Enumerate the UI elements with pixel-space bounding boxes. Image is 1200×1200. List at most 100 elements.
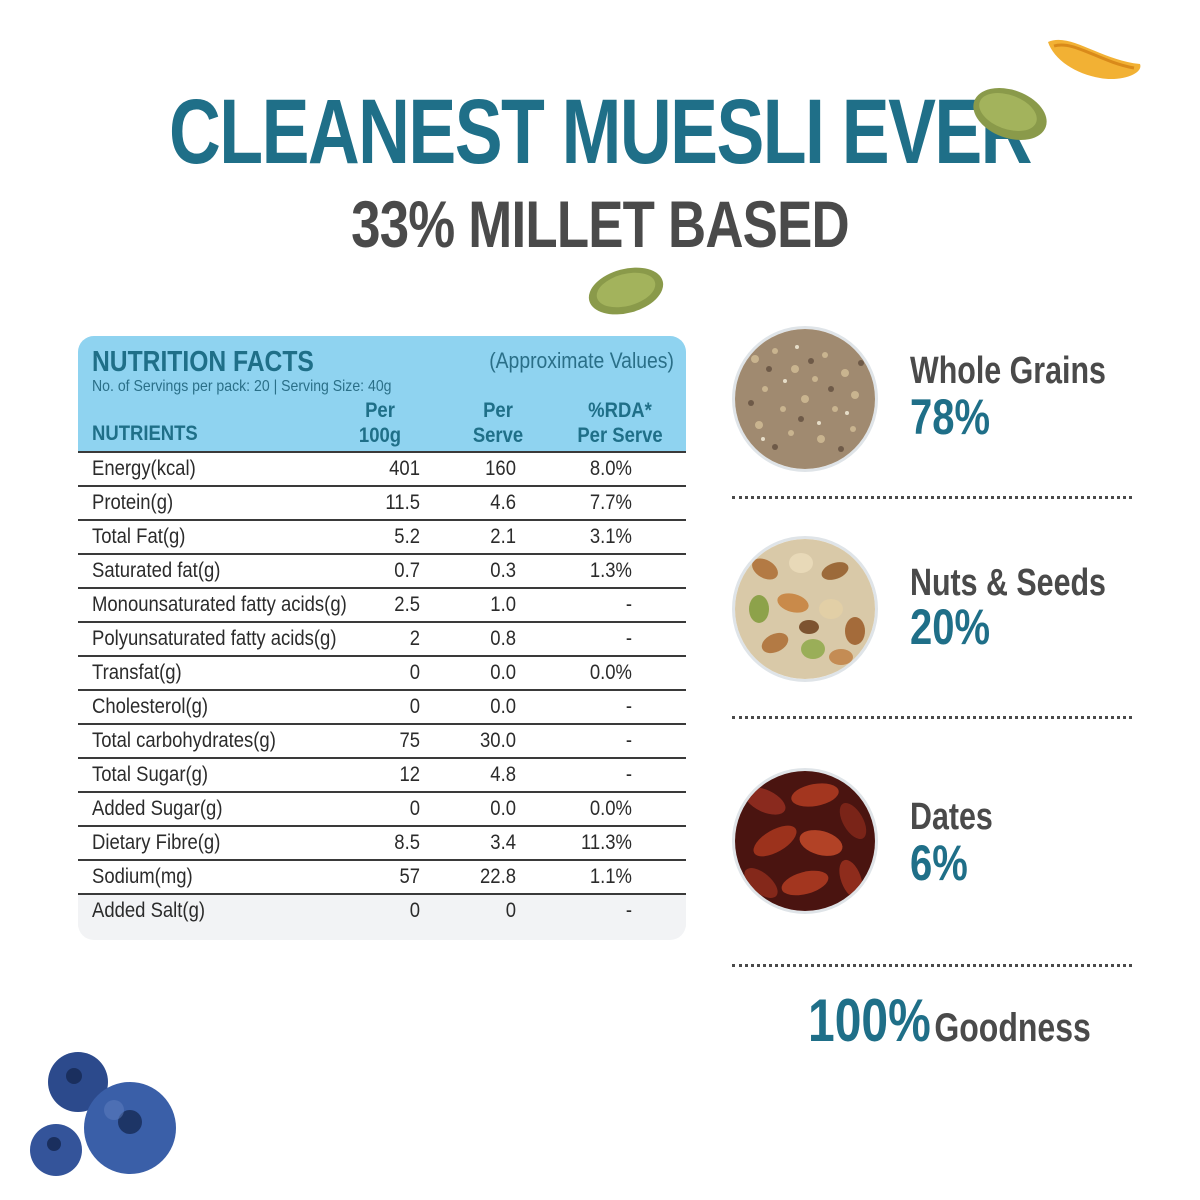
corn-flake-icon [1048, 39, 1141, 80]
nutrient-name: Total Sugar(g) [92, 763, 209, 786]
ingredient-percent: 6% [910, 835, 968, 891]
nutrient-name: Saturated fat(g) [92, 559, 221, 582]
per-100g-value: 0 [409, 695, 420, 718]
per-100g-value: 2.5 [394, 593, 420, 616]
per-serve-value: 3.4 [490, 831, 516, 854]
per-100g-value: 75 [399, 729, 420, 752]
per-serve-value: 0.0 [490, 661, 516, 684]
nutrient-name: Monounsaturated fatty acids(g) [92, 593, 347, 616]
table-row: Sodium(mg) 57 22.8 1.1% [78, 859, 686, 893]
per-100g-value: 0 [409, 899, 420, 922]
table-row: Protein(g) 11.5 4.6 7.7% [78, 485, 686, 519]
column-header-per-100g: Per 100g [345, 398, 415, 448]
goodness-label: Goodness [934, 1006, 1091, 1050]
page-title: CLEANEST MUESLI EVER [169, 81, 1032, 183]
per-serve-value: 0.0 [490, 695, 516, 718]
nutrient-name: Sodium(mg) [92, 865, 193, 888]
nutrient-name: Dietary Fibre(g) [92, 831, 221, 854]
nutrient-name: Added Salt(g) [92, 899, 206, 922]
per-100g-value: 11.5 [385, 491, 420, 514]
table-row: Dietary Fibre(g) 8.5 3.4 11.3% [78, 825, 686, 859]
nutrient-name: Cholesterol(g) [92, 695, 209, 718]
column-header-line: Per [365, 399, 395, 422]
pumpkin-seed-icon [973, 87, 1047, 141]
per-serve-value: 0.8 [490, 627, 516, 650]
table-row: Saturated fat(g) 0.7 0.3 1.3% [78, 553, 686, 587]
column-header-line: %RDA* [588, 399, 652, 422]
per-100g-value: 5.2 [394, 525, 420, 548]
column-header-per-serve: Per Serve [463, 398, 533, 448]
dates-image [732, 768, 878, 914]
table-row: Total Sugar(g) 12 4.8 - [78, 757, 686, 791]
rda-value: - [625, 763, 632, 786]
per-serve-value: 30.0 [480, 729, 516, 752]
column-header-line: Serve [472, 424, 524, 447]
nutrition-title: NUTRITION FACTS [92, 346, 314, 378]
per-serve-value: 4.8 [490, 763, 516, 786]
per-100g-value: 401 [389, 457, 420, 480]
per-100g-value: 2 [409, 627, 420, 650]
per-serve-value: 160 [485, 457, 516, 480]
table-row: Cholesterol(g) 0 0.0 - [78, 689, 686, 723]
rda-value: - [625, 695, 632, 718]
nutrient-name: Polyunsaturated fatty acids(g) [92, 627, 337, 650]
nutrition-header: NUTRITION FACTS (Approximate Values) No.… [78, 336, 686, 451]
nutrition-facts-table: NUTRITION FACTS (Approximate Values) No.… [78, 336, 686, 940]
ingredient-label: Dates [910, 796, 993, 838]
blueberries-icon [30, 1052, 176, 1176]
rda-value: 1.1% [589, 865, 632, 888]
table-row: Polyunsaturated fatty acids(g) 2 0.8 - [78, 621, 686, 655]
per-serve-value: 0.3 [490, 559, 516, 582]
dates-icon [735, 771, 875, 911]
per-serve-value: 22.8 [480, 865, 516, 888]
per-100g-value: 0 [409, 661, 420, 684]
ingredient-label: Nuts & Seeds [910, 562, 1106, 604]
nuts-seeds-image [732, 536, 878, 682]
per-100g-value: 57 [399, 865, 420, 888]
table-row: Energy(kcal) 401 160 8.0% [78, 451, 686, 485]
ingredient-percent: 20% [910, 599, 991, 655]
whole-grains-icon [735, 329, 875, 469]
nutrient-name: Energy(kcal) [92, 457, 196, 480]
page-subtitle: 33% MILLET BASED [351, 187, 849, 261]
table-row: Monounsaturated fatty acids(g) 2.5 1.0 - [78, 587, 686, 621]
per-serve-value: 4.6 [490, 491, 516, 514]
rda-value: 0.0% [589, 661, 632, 684]
approx-note: (Approximate Values) [489, 348, 674, 373]
nutrient-name: Protein(g) [92, 491, 174, 514]
rda-value: 1.3% [589, 559, 632, 582]
rda-value: 8.0% [589, 457, 632, 480]
per-serve-value: 0.0 [490, 797, 516, 820]
ingredient-label: Whole Grains [910, 350, 1106, 392]
pumpkin-seed-icon [588, 267, 664, 315]
rda-value: 0.0% [589, 797, 632, 820]
section-divider [732, 496, 1132, 499]
per-100g-value: 8.5 [394, 831, 420, 854]
rda-value: - [625, 593, 632, 616]
rda-value: - [625, 627, 632, 650]
rda-value: 11.3% [580, 831, 632, 854]
goodness-percent: 100% [808, 987, 931, 1054]
goodness-summary: 100% Goodness [808, 986, 1091, 1055]
per-serve-value: 0 [505, 899, 516, 922]
nuts-seeds-icon [735, 539, 875, 679]
serving-info: No. of Servings per pack: 20 | Serving S… [92, 378, 392, 395]
rda-value: 7.7% [589, 491, 632, 514]
nutrient-name: Total carbohydrates(g) [92, 729, 276, 752]
nutrition-rows: Energy(kcal) 401 160 8.0% Protein(g) 11.… [78, 451, 686, 927]
table-row: Transfat(g) 0 0.0 0.0% [78, 655, 686, 689]
table-row: Added Salt(g) 0 0 - [78, 893, 686, 927]
ingredient-percent: 78% [910, 389, 991, 445]
per-100g-value: 0.7 [394, 559, 420, 582]
section-divider [732, 716, 1132, 719]
column-header-line: 100g [358, 424, 402, 447]
rda-value: - [625, 729, 632, 752]
section-divider [732, 964, 1132, 967]
column-header-line: Per Serve [577, 424, 663, 447]
column-header-line: Per [483, 399, 513, 422]
column-header-nutrients: NUTRIENTS [92, 422, 198, 445]
table-row: Total carbohydrates(g) 75 30.0 - [78, 723, 686, 757]
per-100g-value: 0 [409, 797, 420, 820]
rda-value: 3.1% [589, 525, 632, 548]
per-serve-value: 2.1 [490, 525, 516, 548]
